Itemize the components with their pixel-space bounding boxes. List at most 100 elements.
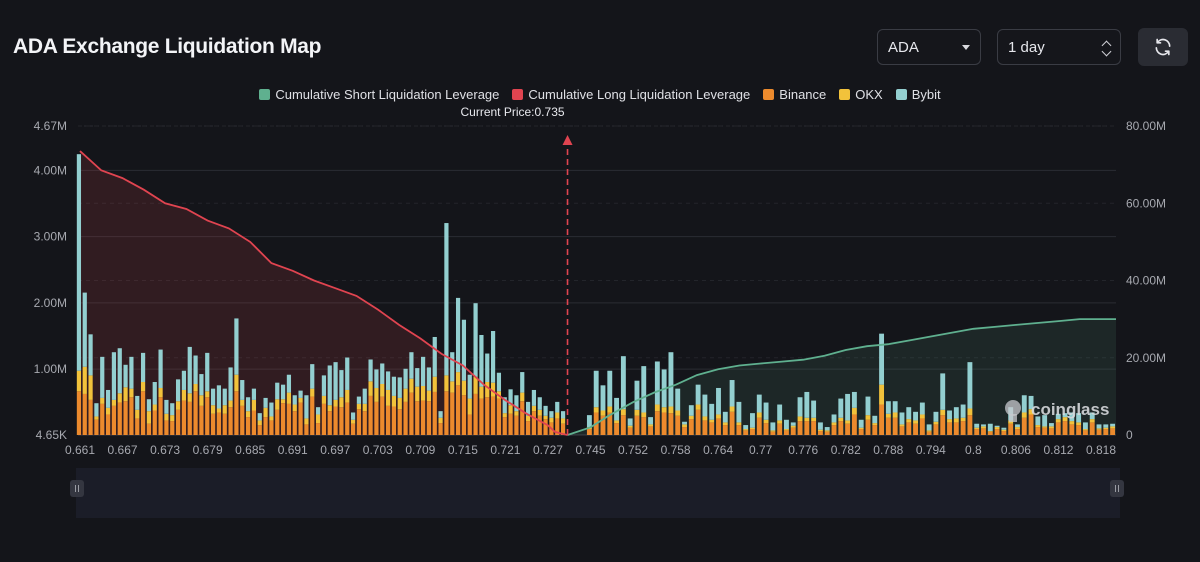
bar-bybit — [620, 356, 626, 410]
bar-bybit — [397, 377, 402, 398]
bar-bybit — [641, 366, 647, 413]
bar-okx — [845, 420, 851, 424]
bar-bybit — [777, 404, 783, 421]
asset-select[interactable]: ADA — [877, 29, 981, 65]
bar-okx — [1001, 429, 1007, 432]
bar-okx — [682, 424, 687, 428]
y-right-tick-label: 20.00M — [1126, 351, 1166, 365]
bar-binance — [345, 402, 350, 435]
legend-item-bybit[interactable]: Bybit — [895, 87, 941, 102]
bar-binance — [1076, 425, 1082, 435]
bar-bybit — [913, 411, 918, 421]
bar-bybit — [455, 297, 461, 373]
x-tick-label: 0.661 — [65, 443, 95, 457]
bar-okx — [158, 387, 163, 398]
bar-okx — [251, 399, 257, 411]
bar-bybit — [770, 422, 776, 431]
bar-bybit — [614, 397, 620, 421]
bar-bybit — [1028, 395, 1034, 410]
bar-bybit — [315, 407, 321, 415]
bar-binance — [777, 423, 783, 435]
bar-binance — [668, 413, 674, 435]
bar-okx — [205, 391, 210, 398]
bar-binance — [1096, 429, 1102, 435]
bar-bybit — [648, 417, 653, 425]
bar-bybit — [607, 370, 613, 407]
bar-bybit — [743, 425, 749, 430]
bar-okx — [1021, 412, 1027, 418]
bar-bybit — [926, 424, 932, 431]
bar-binance — [222, 413, 227, 435]
legend-item-short[interactable]: Cumulative Short Liquidation Leverage — [259, 87, 499, 102]
bar-binance — [438, 423, 443, 435]
bar-okx — [455, 372, 461, 386]
bar-bybit — [722, 411, 728, 423]
bar-bybit — [403, 368, 408, 389]
bar-bybit — [129, 356, 134, 389]
bar-okx — [709, 419, 715, 423]
bar-okx — [403, 388, 408, 402]
bar-bybit — [824, 427, 830, 431]
coinglass-logo-base — [1009, 414, 1017, 422]
bar-bybit — [251, 388, 257, 400]
bar-binance — [899, 426, 905, 435]
y-left-tick-label: 4.65K — [36, 428, 67, 442]
bar-bybit — [461, 319, 467, 381]
bar-bybit — [263, 397, 268, 408]
bar-okx — [953, 418, 959, 423]
bar-binance — [913, 423, 918, 435]
bar-binance — [490, 396, 496, 435]
bar-bybit — [275, 382, 280, 400]
bar-bybit — [257, 413, 262, 421]
y-left-tick-label: 2.00M — [34, 296, 67, 310]
legend-swatch-okx — [839, 89, 851, 100]
bar-okx — [82, 366, 87, 394]
period-select[interactable]: 1 day — [997, 29, 1121, 65]
bar-bybit — [350, 412, 356, 420]
bar-bybit — [438, 411, 443, 418]
bar-okx — [641, 412, 647, 418]
bar-okx — [1062, 417, 1068, 422]
x-tick-label: 0.764 — [703, 443, 733, 457]
bar-okx — [368, 381, 373, 396]
bar-okx — [345, 389, 350, 403]
legend-item-long[interactable]: Cumulative Long Liquidation Leverage — [512, 87, 750, 102]
bar-bybit — [409, 352, 414, 379]
bar-binance — [607, 412, 613, 435]
bar-bybit — [560, 411, 566, 419]
bar-okx — [508, 405, 513, 414]
bar-okx — [614, 420, 620, 424]
bar-bybit — [804, 391, 810, 418]
legend-label-okx: OKX — [855, 87, 883, 102]
bar-binance — [368, 395, 373, 435]
bar-okx — [661, 407, 667, 413]
bar-binance — [508, 413, 513, 435]
bar-binance — [117, 402, 122, 435]
bar-binance — [817, 431, 823, 435]
bar-okx — [321, 395, 327, 404]
refresh-button[interactable] — [1138, 28, 1188, 66]
bar-binance — [790, 427, 796, 435]
bar-bybit — [240, 380, 245, 400]
bar-binance — [919, 418, 925, 435]
bar-binance — [304, 424, 309, 435]
bar-bybit — [135, 395, 140, 410]
legend-label-short: Cumulative Short Liquidation Leverage — [275, 87, 500, 102]
bar-okx — [362, 403, 367, 412]
bar-okx — [94, 416, 99, 420]
bar-binance — [537, 415, 542, 435]
x-tick-label: 0.721 — [490, 443, 520, 457]
bar-bybit — [1062, 413, 1068, 418]
legend-item-binance[interactable]: Binance — [763, 87, 826, 102]
bar-binance — [170, 421, 175, 435]
bar-okx — [729, 406, 735, 412]
legend-item-okx[interactable]: OKX — [839, 87, 883, 102]
bar-bybit — [688, 405, 694, 416]
bar-okx — [187, 393, 192, 402]
bar-okx — [438, 417, 443, 424]
bar-okx — [555, 412, 560, 419]
legend-swatch-long — [512, 89, 524, 100]
bar-bybit — [879, 333, 885, 385]
bar-bybit — [228, 367, 233, 401]
bar-okx — [1042, 426, 1048, 428]
